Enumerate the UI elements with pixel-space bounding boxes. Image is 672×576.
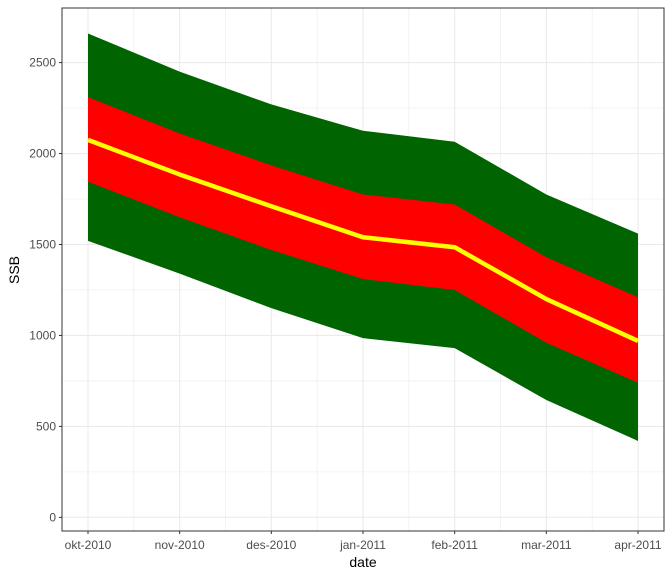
y-tick-label: 2500 [29, 56, 56, 70]
y-tick-label: 1500 [29, 237, 56, 251]
x-tick-label: nov-2010 [155, 538, 205, 552]
y-tick-label: 0 [49, 510, 56, 524]
series-inner-band [88, 97, 638, 383]
x-tick-label: mar-2011 [521, 538, 572, 552]
y-tick-label: 500 [36, 419, 56, 433]
y-axis-title: SSB [6, 256, 22, 284]
x-tick-label: okt-2010 [65, 538, 112, 552]
x-tick-label: apr-2011 [614, 538, 661, 552]
lines [87, 137, 639, 343]
series-central-line [87, 137, 639, 343]
x-tick-label: des-2010 [246, 538, 296, 552]
x-tick-label: feb-2011 [431, 538, 478, 552]
y-tick-label: 1000 [29, 328, 56, 342]
x-tick-label: jan-2011 [339, 538, 386, 552]
y-tick-label: 2000 [29, 147, 56, 161]
x-axis-title: date [349, 554, 376, 570]
x-axis: okt-2010 nov-2010 des-2010 jan-2011 feb-2011… [65, 531, 662, 552]
y-axis: 0 500 1000 1500 2000 2500 [29, 56, 62, 524]
